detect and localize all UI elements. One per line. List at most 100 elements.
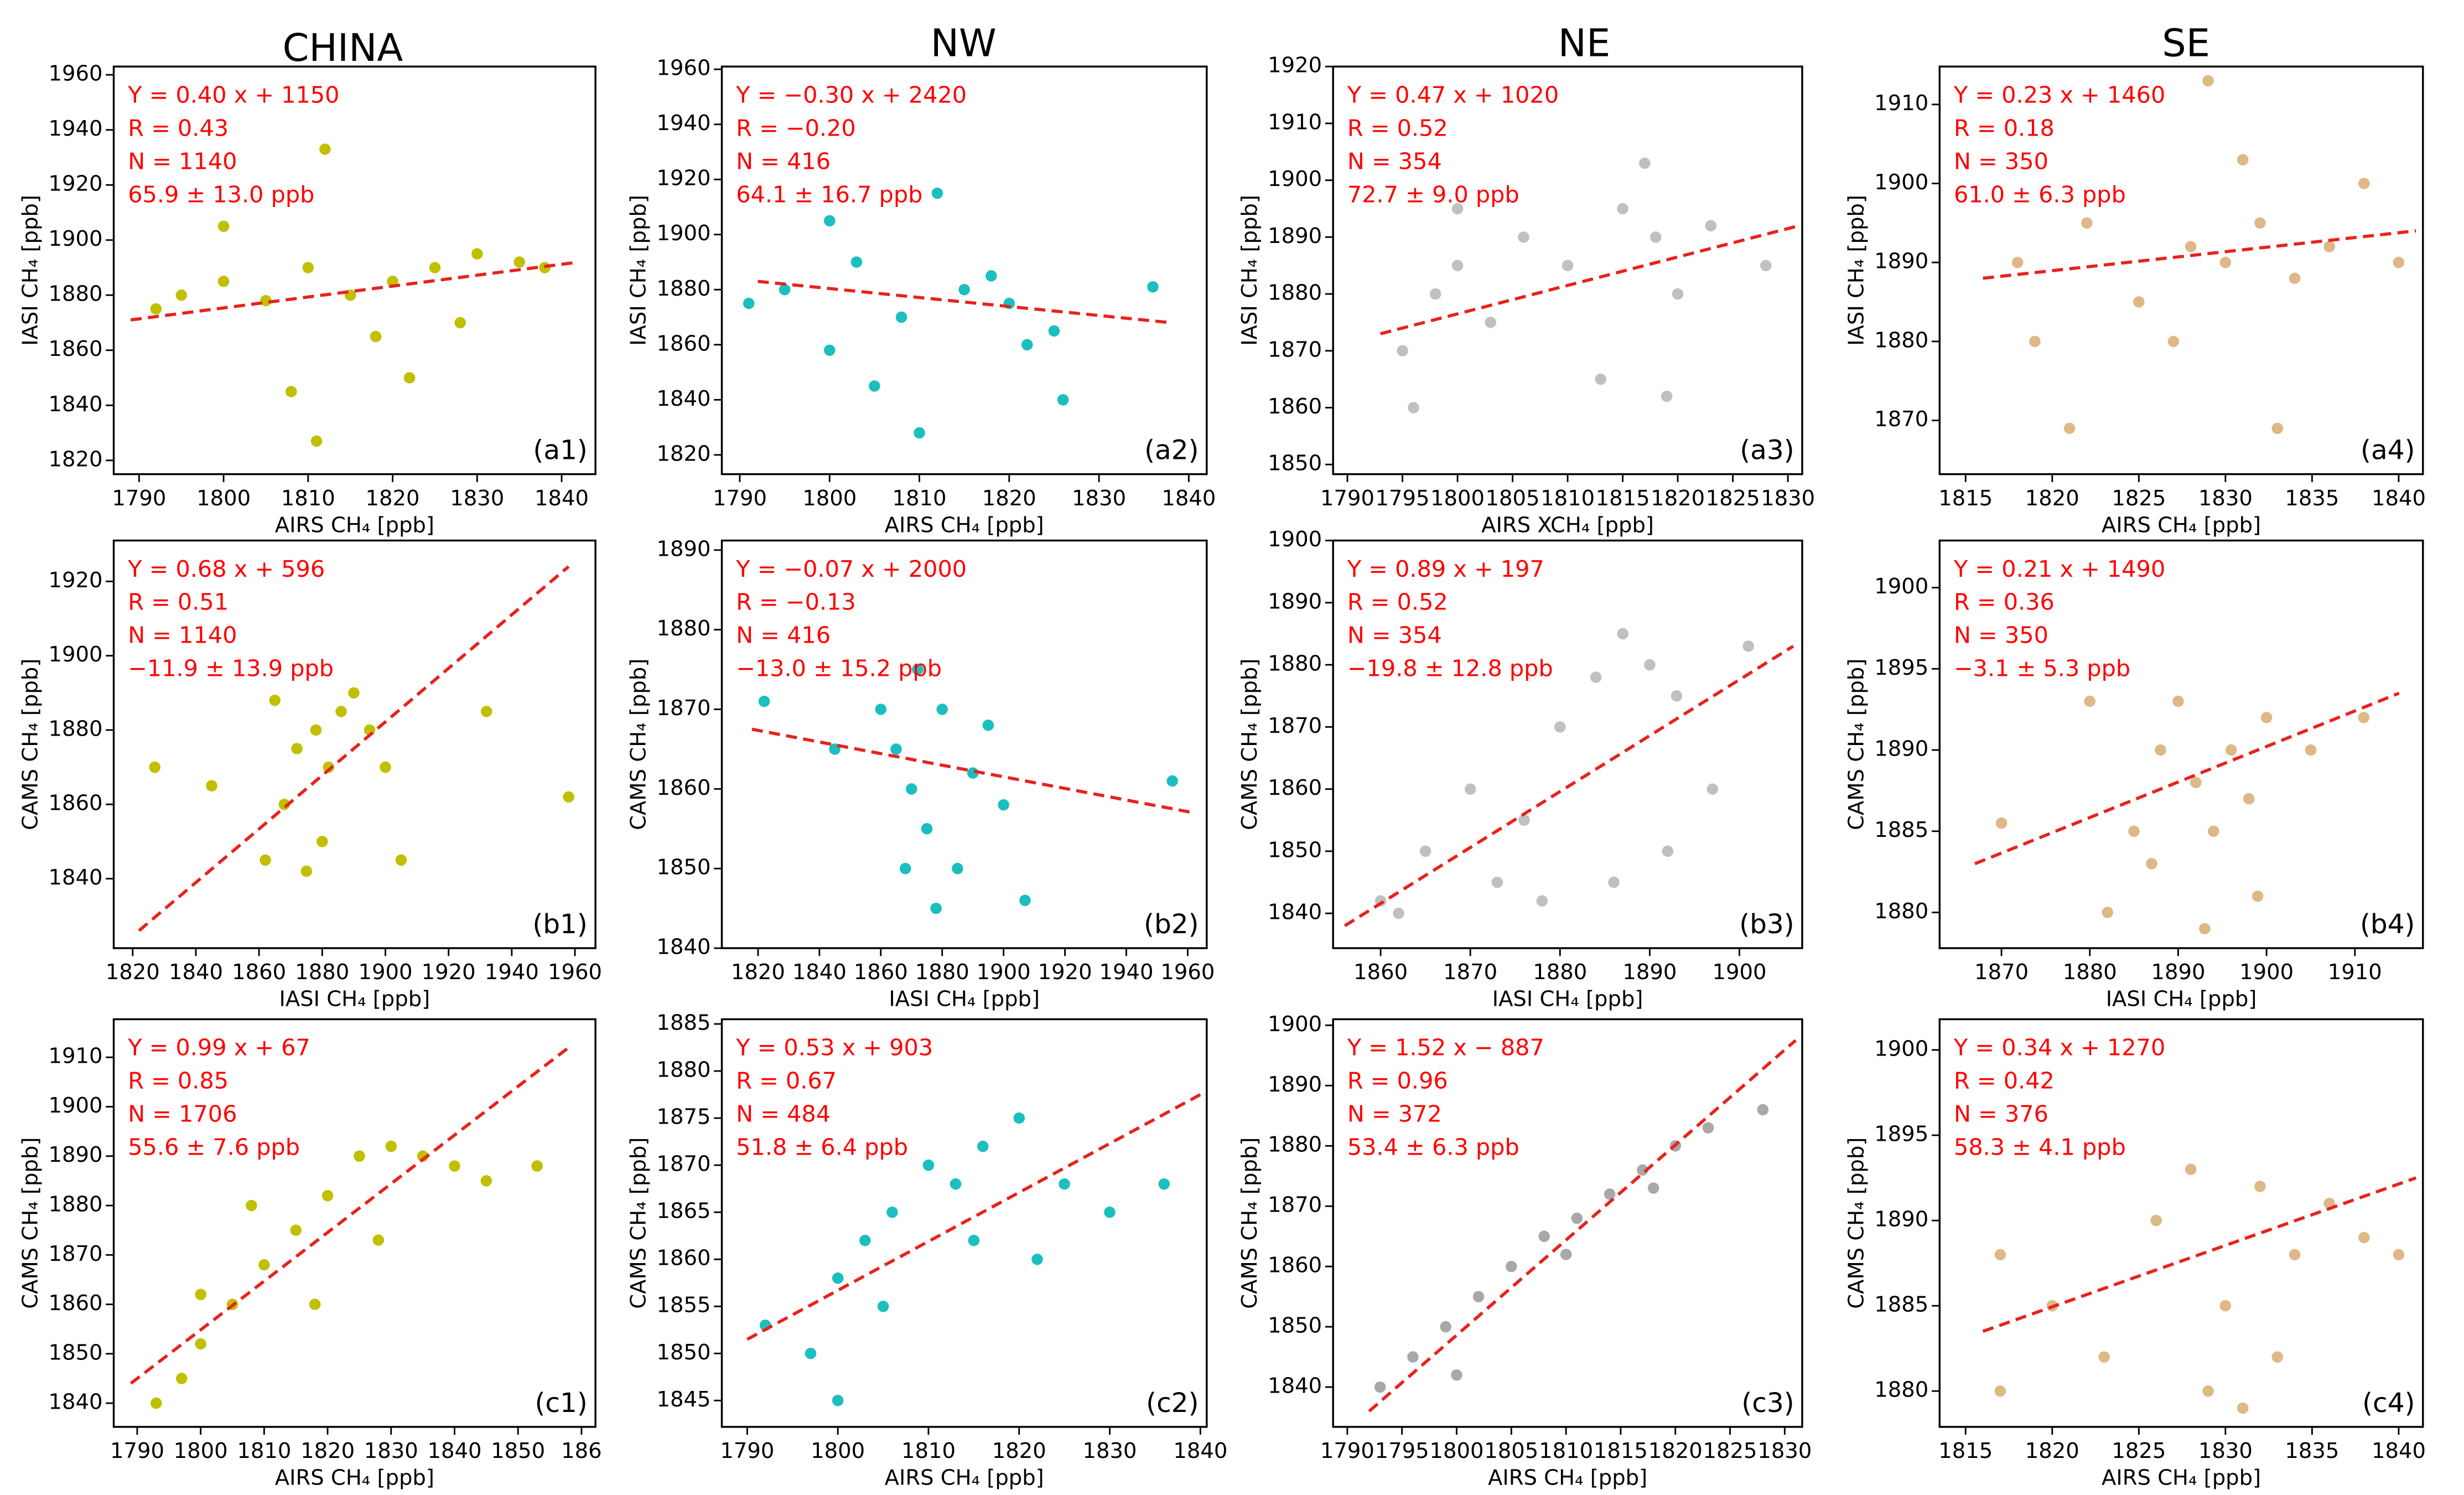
x-tick-label: 1800 (1430, 486, 1485, 511)
scatter-point (1595, 373, 1607, 385)
annotation: N = 416 (736, 148, 831, 174)
scatter-point (2128, 825, 2140, 837)
scatter-point (246, 1199, 257, 1212)
y-tick-label: 1880 (49, 282, 103, 307)
annotation: N = 484 (736, 1101, 831, 1127)
scatter-point (1057, 394, 1069, 406)
y-tick-label: 1900 (656, 221, 710, 246)
panel: 1870 1880 1890 1900 1910 1880 1885 1890 1895 1900… (1844, 539, 2424, 1012)
scatter-point (260, 854, 271, 866)
scatter-point (1407, 1351, 1419, 1363)
y-tick-label: 1920 (49, 172, 103, 196)
annotation: 58.3 ± 4.1 ppb (1954, 1134, 2126, 1161)
scatter-point (2202, 1385, 2214, 1397)
scatter-point (850, 256, 863, 268)
y-tick-label: 1860 (1268, 394, 1322, 419)
scatter-point (1571, 1212, 1583, 1224)
scatter-point (1994, 1249, 2006, 1260)
fit-line (1974, 691, 2400, 866)
x-tick-label: 1790 (1320, 486, 1374, 511)
scatter-point (922, 1159, 935, 1171)
scatter-point (2289, 1249, 2301, 1260)
y-tick-label: 1900 (49, 642, 103, 667)
scatter-point (952, 862, 963, 875)
scatter-point (998, 799, 1009, 811)
x-tick-label: 1790 (713, 486, 767, 511)
x-axis-label: AIRS CH₄ [ppb] (885, 1466, 1044, 1491)
annotation: −13.0 ± 15.2 ppb (736, 655, 942, 682)
x-tick-label: 1840 (2372, 1439, 2426, 1463)
scatter-point (985, 270, 997, 282)
y-tick-label: 1910 (1874, 91, 1928, 116)
annotation: Y = 0.68 x + 596 (127, 556, 325, 582)
x-tick-label: 1900 (2239, 960, 2294, 985)
x-tick-label: 1835 (2285, 1439, 2339, 1463)
x-tick-label: 1790 (112, 486, 166, 511)
scatter-point (2219, 256, 2232, 268)
scatter-point (2098, 1351, 2110, 1363)
scatter-point (302, 262, 314, 273)
scatter-point (454, 317, 466, 329)
y-tick-label: 1920 (1268, 53, 1322, 78)
scatter-point (429, 262, 441, 273)
scatter-point (2150, 1214, 2162, 1227)
y-tick-label: 1900 (1268, 527, 1322, 552)
scatter-point (291, 743, 303, 754)
scatter-point (1451, 203, 1464, 215)
y-tick-label: 1890 (1874, 737, 1928, 762)
x-tick-label: 1940 (485, 960, 539, 985)
y-axis-label: CAMS CH₄ [ppb] (18, 1137, 43, 1309)
x-tick-label: 1810 (901, 1439, 956, 1463)
scatter-point (758, 695, 770, 707)
scatter-point (1637, 1164, 1648, 1176)
y-tick-label: 1870 (1268, 1193, 1322, 1218)
y-axis-label: CAMS CH₄ [ppb] (626, 1137, 651, 1309)
x-tick-label: 1815 (1596, 486, 1650, 511)
panel: 1790 1795 1800 1805 1810 1815 1820 1825 1830 1850… (1237, 53, 1815, 538)
x-tick-label: 1800 (1429, 1439, 1483, 1463)
scatter-point (977, 1140, 989, 1152)
y-tick-label: 1890 (1874, 249, 1928, 274)
y-tick-label: 1940 (49, 116, 103, 141)
annotation: Y = −0.30 x + 2420 (735, 81, 967, 108)
y-axis-label: CAMS CH₄ [ppb] (1844, 659, 1869, 830)
annotation: R = −0.13 (736, 589, 856, 615)
y-tick-label: 1840 (49, 392, 103, 417)
y-tick-label: 1880 (656, 616, 710, 641)
annotation: N = 350 (1954, 622, 2048, 649)
scatter-point (1706, 783, 1719, 795)
x-axis-label: AIRS CH₄ [ppb] (2102, 1466, 2261, 1491)
x-axis-label: IASI CH₄ [ppb] (279, 987, 430, 1012)
scatter-point (286, 386, 297, 397)
annotation: Y = 0.34 x + 1270 (1953, 1034, 2165, 1061)
scatter-point (2155, 744, 2166, 756)
y-tick-label: 1880 (49, 1192, 103, 1217)
y-tick-label: 1895 (1874, 655, 1928, 680)
annotation: R = 0.51 (128, 589, 229, 615)
fit-line (1982, 1176, 2417, 1333)
scatter-point (1491, 876, 1503, 888)
y-tick-label: 1840 (656, 935, 710, 960)
scatter-point (480, 706, 492, 717)
scatter-point (195, 1289, 206, 1300)
x-axis-label: IASI CH₄ [ppb] (2106, 987, 2257, 1012)
x-tick-label: 1840 (169, 960, 223, 985)
scatter-point (2146, 858, 2157, 870)
scatter-point (1617, 203, 1628, 215)
scatter-point (480, 1175, 492, 1187)
y-tick-label: 1860 (1268, 775, 1322, 800)
x-axis-label: AIRS CH₄ [ppb] (275, 1466, 434, 1491)
panel-label: (c2) (1146, 1388, 1199, 1419)
x-tick-label: 1790 (1320, 1439, 1374, 1463)
x-tick-label: 1880 (2063, 960, 2117, 985)
axes-frame (112, 539, 596, 949)
fit-line (129, 1046, 570, 1385)
scatter-point (2260, 712, 2273, 723)
panel: 1790 1795 1800 1805 1810 1815 1820 1825 1830 1840… (1237, 1012, 1812, 1491)
annotation: 61.0 ± 6.3 ppb (1954, 181, 2126, 208)
scatter-point (2185, 241, 2197, 252)
panel: 1815 1820 1825 1830 1835 1840 1870 1880 1890 1900… (1844, 65, 2426, 537)
y-tick-label: 1870 (656, 1152, 710, 1177)
scatter-point (890, 743, 902, 755)
